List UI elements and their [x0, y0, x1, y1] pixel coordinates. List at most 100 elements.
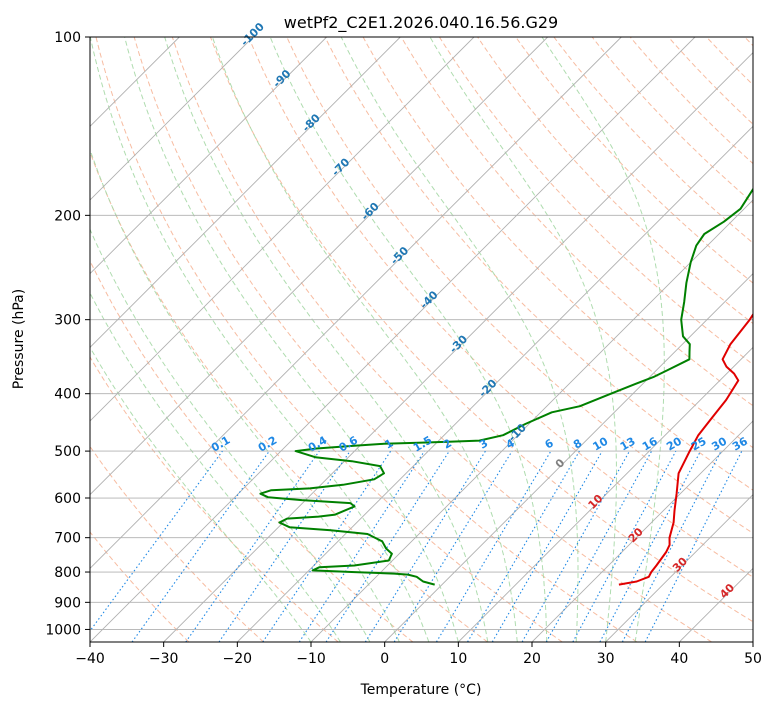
dry-adiabat: [324, 37, 753, 491]
mixing-ratio-label: 6: [543, 436, 556, 451]
isotherm-line: [458, 346, 753, 642]
dry-adiabat: [248, 37, 753, 578]
overlay-labels: 0.1 0.2 0.4 0.6 1 1.5 2 3 4 6 8 10 13 16 20 25 30 36-100-…: [209, 20, 750, 601]
moist-adiabat: [90, 37, 430, 642]
isotherm-line: [237, 125, 753, 642]
isotherm-label: -80: [300, 111, 323, 134]
isotherm-label: -100: [238, 20, 267, 49]
isotherm-label: -60: [359, 200, 382, 223]
mixing-ratio-line: [298, 450, 425, 642]
dry-adiabat: [90, 259, 414, 642]
mixing-ratio-line: [364, 450, 486, 642]
isotherm-label: 0: [553, 456, 568, 471]
x-tick-label: 0: [380, 651, 389, 667]
mixing-ratio-label: 30: [709, 434, 729, 453]
x-tick-label: 40: [670, 651, 688, 667]
y-tick-label: 600: [54, 491, 81, 507]
isotherm-line: [90, 37, 327, 275]
dry-adiabat: [362, 37, 753, 449]
dry-adiabat: [90, 150, 488, 642]
mixing-ratio-label: 2: [441, 437, 454, 452]
moist-adiabat: [90, 148, 400, 642]
moist-adiabat: [211, 37, 518, 642]
isotherm-line: [752, 641, 753, 642]
mixing-ratio-line: [599, 450, 702, 642]
temperature-line: [618, 312, 753, 586]
dry-adiabat: [90, 445, 264, 642]
dewpoint-line: [259, 187, 753, 586]
moist-adiabat: [164, 37, 489, 642]
moist-adiabat: [429, 37, 617, 642]
isotherm-label: -50: [388, 244, 411, 267]
isotherm-label: 40: [717, 581, 737, 601]
isotherm-label: -70: [329, 155, 352, 178]
x-axis: −40 −30 −20 −10 0 10 20 30 40 50: [75, 642, 762, 667]
mixing-ratio-line: [393, 450, 513, 642]
mixing-ratio-line: [435, 450, 552, 642]
mixing-ratio-line: [621, 450, 722, 642]
mixing-ratio-line: [491, 450, 603, 642]
dry-adiabat: [90, 356, 339, 642]
x-tick-label: 10: [449, 651, 467, 667]
dry-adiabat: [171, 37, 712, 642]
isotherm-line: [90, 37, 254, 201]
y-tick-label: 100: [54, 30, 81, 46]
dry-adiabat: [477, 37, 753, 325]
dry-adiabat: [90, 531, 190, 642]
isotherm-line: [605, 494, 753, 642]
moist-adiabat: [90, 346, 312, 642]
isotherm-label: -40: [417, 288, 440, 311]
x-tick-label: 50: [744, 651, 762, 667]
y-tick-label: 200: [54, 208, 81, 224]
x-tick-label: −30: [149, 651, 179, 667]
isotherm-line: [163, 52, 753, 642]
dry-adiabat: [133, 37, 638, 642]
x-tick-label: −20: [223, 651, 253, 667]
isotherm-line: [90, 37, 622, 569]
x-tick-label: 30: [597, 651, 615, 667]
isotherm-line: [90, 37, 475, 422]
mixing-ratio-label: 20: [664, 434, 684, 453]
isotherm-line: [310, 199, 753, 642]
dry-adiabat: [210, 37, 753, 623]
isotherm-line: [90, 37, 401, 348]
mixing-ratio-label: 10: [591, 434, 611, 453]
isotherm-label: 10: [586, 492, 606, 512]
mixing-ratio-line: [185, 450, 320, 642]
moist-adiabat: [90, 228, 371, 642]
moist-adiabat: [124, 37, 459, 642]
mixing-ratio-line: [90, 450, 223, 632]
moist-adiabat: [541, 37, 665, 642]
dry-adiabat: [95, 37, 563, 642]
profile-lines: [259, 187, 753, 586]
plot-frame: [89, 36, 754, 643]
dry-adiabat: [553, 37, 753, 244]
y-axis: 100 200 300 400 500 600 700 800 900 1000: [45, 30, 90, 638]
x-axis-title: Temperature (°C): [360, 682, 482, 698]
isotherm-line: [679, 567, 753, 642]
isotherm-label: -90: [270, 67, 293, 90]
dry-adiabat: [515, 37, 753, 284]
x-tick-label: 20: [523, 651, 541, 667]
y-tick-label: 700: [54, 531, 81, 547]
dry-adiabat: [668, 37, 753, 125]
isotherm-line: [90, 37, 696, 642]
dry-adiabat: [400, 37, 753, 407]
y-tick-label: 500: [54, 444, 81, 460]
y-tick-label: 1000: [45, 622, 81, 638]
mixing-ratio-line: [545, 450, 653, 642]
y-tick-label: 400: [54, 387, 81, 403]
dry-adiabat: [286, 37, 753, 534]
y-tick-label: 900: [54, 595, 81, 611]
x-tick-label: −10: [296, 651, 326, 667]
mixing-ratio-line: [325, 450, 450, 642]
isotherm-line: [531, 420, 753, 642]
mixing-ratio-line: [218, 450, 351, 642]
mixing-ratio-line: [521, 450, 630, 642]
dry-adiabat: [744, 37, 753, 47]
isotherm-line: [90, 37, 548, 496]
y-tick-label: 300: [54, 313, 81, 329]
y-axis-title: Pressure (hPa): [11, 289, 27, 389]
moist-adiabat: [340, 37, 579, 642]
